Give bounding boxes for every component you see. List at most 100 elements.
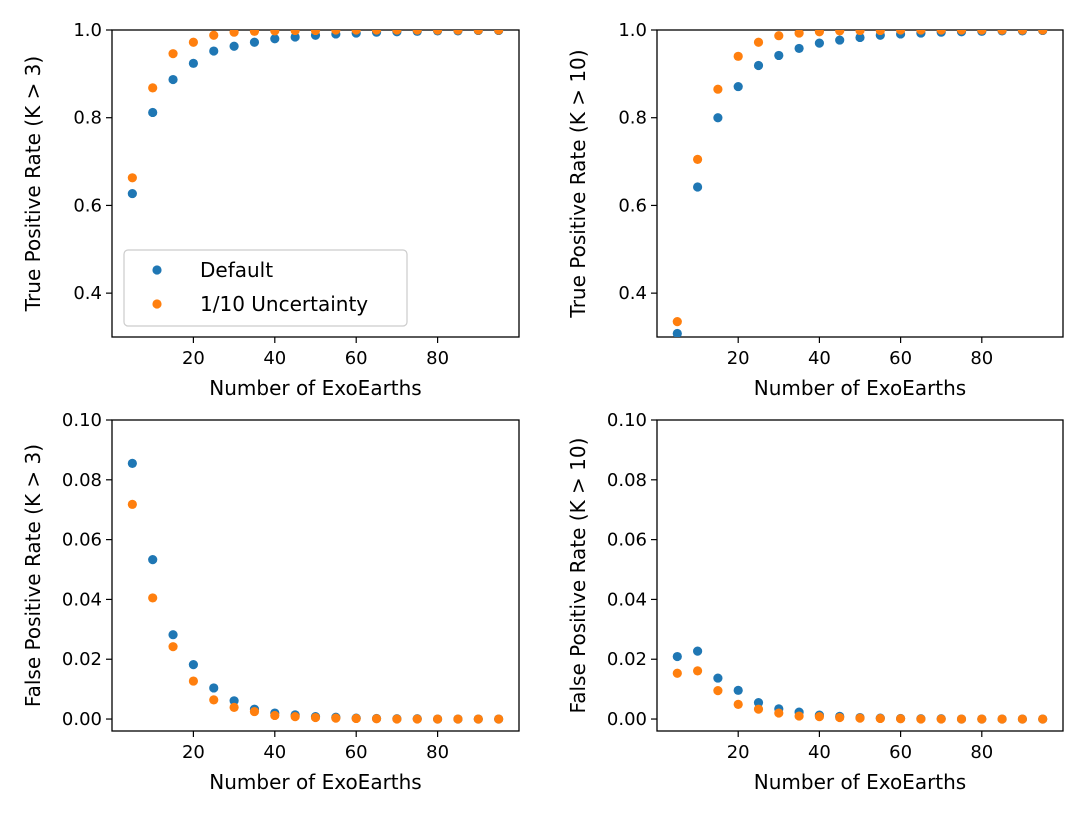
series-default: [127, 458, 504, 724]
y-tick-label: 0.00: [607, 709, 647, 730]
y-tick-label: 0.04: [607, 589, 647, 610]
data-point-reduced: [1038, 714, 1048, 724]
x-tick-label: 80: [970, 348, 993, 369]
data-point-reduced: [1017, 714, 1027, 724]
data-point-reduced: [753, 37, 764, 47]
data-point-reduced: [209, 695, 219, 705]
y-axis-label: False Positive Rate (K > 10): [566, 438, 590, 714]
data-point-reduced: [127, 173, 137, 183]
x-axis-label: Number of ExoEarths: [209, 770, 421, 794]
series-reduced: [672, 666, 1048, 724]
data-point-reduced: [875, 30, 885, 36]
data-point-reduced: [835, 712, 845, 723]
data-point-reduced: [331, 713, 341, 723]
data-point-reduced: [977, 30, 987, 35]
data-point-default: [188, 660, 198, 670]
data-point-reduced: [896, 714, 906, 724]
legend-label-default: Default: [200, 258, 273, 282]
legend-marker-default: [152, 265, 162, 275]
data-point-default: [855, 32, 865, 43]
y-tick-label: 0.4: [73, 283, 102, 304]
data-point-default: [290, 32, 300, 42]
data-point-reduced: [794, 30, 804, 38]
y-tick-label: 0.04: [62, 589, 102, 610]
y-tick-label: 0.02: [62, 649, 102, 670]
data-point-reduced: [896, 30, 906, 35]
y-tick-label: 0.6: [73, 195, 102, 216]
data-point-reduced: [672, 668, 682, 678]
data-point-reduced: [814, 30, 824, 37]
data-point-default: [229, 696, 239, 706]
data-point-reduced: [956, 714, 967, 724]
data-point-reduced: [392, 30, 402, 35]
data-point-default: [209, 683, 219, 693]
x-tick-label: 60: [889, 348, 912, 369]
data-point-reduced: [371, 714, 382, 724]
data-point-reduced: [371, 30, 382, 35]
data-point-reduced: [412, 714, 422, 724]
data-point-reduced: [433, 30, 443, 35]
data-point-reduced: [412, 30, 422, 35]
data-point-reduced: [855, 30, 865, 36]
x-tick-label: 60: [345, 348, 368, 369]
data-point-reduced: [453, 714, 463, 724]
data-point-default: [127, 188, 137, 199]
data-point-default: [713, 113, 723, 123]
y-tick-label: 0.6: [618, 195, 647, 216]
data-point-default: [249, 37, 260, 47]
x-tick-label: 60: [889, 742, 912, 763]
data-point-reduced: [494, 30, 504, 35]
axes-frame: [111, 419, 520, 732]
data-point-reduced: [835, 30, 845, 36]
data-point-reduced: [310, 712, 321, 723]
data-point-default: [713, 673, 723, 683]
data-point-reduced: [855, 713, 865, 723]
x-tick-label: 40: [808, 742, 831, 763]
x-tick-label: 40: [808, 348, 831, 369]
data-point-default: [733, 685, 743, 695]
x-tick-label: 60: [345, 742, 368, 763]
x-tick-label: 80: [426, 348, 449, 369]
series-default: [672, 646, 1048, 724]
data-point-reduced: [794, 711, 804, 721]
data-point-reduced: [713, 686, 723, 696]
data-point-reduced: [229, 702, 239, 712]
data-point-default: [774, 50, 784, 61]
data-point-default: [794, 43, 804, 54]
data-point-reduced: [351, 713, 361, 724]
data-point-reduced: [148, 593, 158, 603]
data-point-reduced: [310, 30, 321, 36]
axes-frame: [656, 419, 1064, 732]
y-axis-label: True Positive Rate (K > 3): [21, 56, 45, 312]
y-axis-label: False Positive Rate (K > 3): [21, 444, 45, 707]
series-default: [672, 30, 1048, 337]
data-point-default: [229, 41, 239, 51]
y-tick-label: 0.8: [73, 108, 102, 129]
data-point-reduced: [916, 30, 926, 35]
data-point-reduced: [209, 30, 219, 40]
data-point-default: [693, 646, 703, 656]
data-point-reduced: [453, 30, 463, 35]
data-point-reduced: [148, 83, 158, 93]
data-point-reduced: [977, 714, 987, 724]
data-point-reduced: [127, 499, 137, 509]
data-point-reduced: [229, 30, 239, 37]
data-point-reduced: [433, 714, 443, 724]
y-axis-label: True Positive Rate (K > 10): [566, 49, 590, 318]
x-tick-label: 80: [970, 742, 993, 763]
data-point-default: [168, 74, 178, 85]
y-tick-label: 1.0: [618, 20, 647, 41]
data-point-default: [127, 458, 137, 468]
y-tick-label: 1.0: [73, 20, 102, 41]
panel-bottom-left: 20 40 60 80 0.00 0.02 0.04 0.06 0.08 0.10 Number o…: [21, 410, 520, 794]
data-point-reduced: [290, 712, 300, 722]
data-point-reduced: [351, 30, 361, 35]
data-point-default: [753, 697, 764, 708]
data-point-reduced: [331, 30, 341, 35]
data-point-reduced: [290, 30, 300, 36]
panel-bottom-right: 20 40 60 80 0.00 0.02 0.04 0.06 0.08 0.10 Number o…: [566, 410, 1064, 794]
data-point-default: [814, 38, 825, 48]
panel-top-left: 20 40 60 80 0.4 0.6 0.8 1.0 Number of ExoEarths T…: [21, 20, 520, 400]
legend-box: [123, 249, 408, 327]
data-point-reduced: [733, 699, 743, 709]
